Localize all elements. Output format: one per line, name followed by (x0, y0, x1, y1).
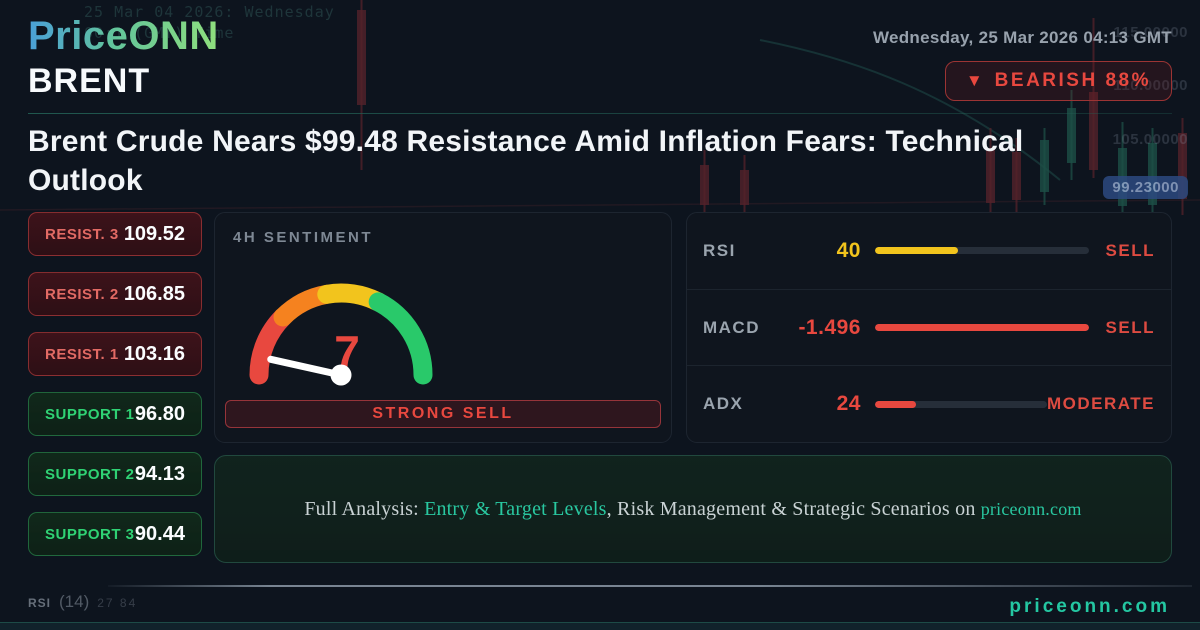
bottom-accent-strip (0, 622, 1200, 630)
indicator-signal: SELL (1105, 317, 1155, 337)
verdict-label: STRONG SELL (372, 405, 514, 422)
level-value: 90.44 (134, 522, 185, 545)
banner-middle: , Risk Management & Strategic Scenarios … (606, 497, 981, 520)
sentiment-panel: 4H SENTIMENT 7 STRONG S (213, 212, 672, 443)
datetime-label: Wednesday, 25 Mar 2026 04:13 GMT (872, 28, 1172, 47)
indicators-panel: RSI 40 SELL MACD -1.496 SELL ADX 24 MODE… (685, 212, 1172, 443)
indicator-bar (874, 324, 1089, 331)
indicator-label: MACD (702, 317, 760, 337)
resistance-2-box: RESIST. 2 106.85 (28, 272, 202, 316)
full-analysis-banner: Full Analysis: Entry & Target Levels, Ri… (213, 455, 1172, 563)
level-label: SUPPORT 3 (45, 525, 135, 543)
level-value: 96.80 (134, 402, 185, 425)
right-column: 4H SENTIMENT 7 STRONG S (213, 212, 1172, 563)
support-1-box: SUPPORT 1 96.80 (28, 392, 202, 436)
level-label: RESIST. 2 (45, 285, 119, 303)
sentiment-gauge: 7 (231, 275, 451, 399)
main-content: RESIST. 3 109.52 RESIST. 2 106.85 RESIST… (0, 212, 1200, 563)
support-2-box: SUPPORT 2 94.13 (28, 452, 202, 496)
verdict-strong-sell: STRONG SELL (224, 400, 661, 428)
banner-prefix: Full Analysis: (304, 497, 425, 520)
gauge-needle-hub (330, 364, 352, 386)
rsi-pane-label: RSI (14) 27 84 (28, 592, 138, 611)
level-label: RESIST. 3 (45, 225, 119, 243)
indicator-bar (874, 400, 1047, 408)
indicator-value: 40 (836, 238, 861, 262)
signal-badge-label: BEARISH 88% (994, 70, 1151, 91)
level-label: SUPPORT 2 (45, 465, 135, 483)
brand-logo: PriceONN (28, 14, 219, 58)
indicator-row-adx: ADX 24 MODERATE (686, 365, 1171, 442)
level-value: 103.16 (123, 342, 185, 365)
instrument-symbol: BRENT (28, 61, 151, 100)
resistance-1-box: RESIST. 1 103.16 (28, 332, 202, 376)
indicator-value: 24 (836, 392, 861, 416)
level-value: 109.52 (123, 222, 185, 245)
support-3-box: SUPPORT 3 90.44 (28, 512, 202, 556)
levels-column: RESIST. 3 109.52 RESIST. 2 106.85 RESIST… (28, 212, 202, 563)
header: PriceONN Wednesday, 25 Mar 2026 04:13 GM… (0, 0, 1200, 200)
header-divider (28, 113, 1172, 114)
footer-site-link[interactable]: priceonn.com (1009, 596, 1170, 617)
indicator-value: -1.496 (798, 315, 861, 339)
indicator-label: RSI (702, 240, 736, 260)
footer-separator-line (108, 585, 1192, 587)
level-label: RESIST. 1 (45, 345, 119, 363)
indicator-row-macd: MACD -1.496 SELL (686, 288, 1171, 366)
sentiment-title: 4H SENTIMENT (232, 229, 373, 246)
indicator-signal: SELL (1105, 240, 1155, 260)
banner-link-entry-target-levels[interactable]: Entry & Target Levels (424, 497, 607, 520)
indicator-row-rsi: RSI 40 SELL (687, 213, 1171, 289)
banner-site-link[interactable]: priceonn.com (980, 498, 1082, 519)
indicator-bar (874, 247, 1089, 255)
bearish-signal-badge: ▼ BEARISH 88% (944, 61, 1172, 101)
resistance-3-box: RESIST. 3 109.52 (28, 212, 202, 256)
indicator-label: ADX (702, 394, 744, 414)
level-value: 94.13 (134, 462, 185, 485)
article-headline: Brent Crude Nears $99.48 Resistance Amid… (28, 125, 1024, 197)
level-value: 106.85 (123, 282, 185, 305)
down-triangle-icon: ▼ (965, 71, 983, 90)
gauge-needle (267, 355, 345, 379)
indicator-signal: MODERATE (1046, 394, 1155, 414)
level-label: SUPPORT 1 (45, 405, 135, 423)
